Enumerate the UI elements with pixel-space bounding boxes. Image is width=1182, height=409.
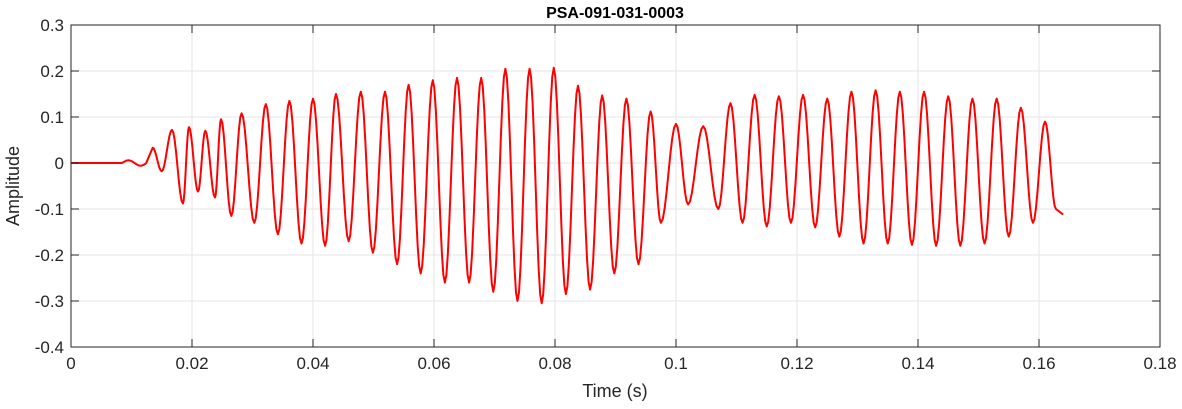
x-tick-label: 0.06: [417, 354, 450, 373]
plot-frame: [70, 24, 1161, 348]
x-axis-ticks: 0 0.02 0.04 0.06 0.08 0.1 0.12 0.14 0.16 0.18: [66, 25, 1177, 373]
x-tick-label: 0.04: [296, 354, 329, 373]
y-tick-label: 0.3: [40, 16, 64, 35]
y-tick-label: -0.4: [35, 338, 64, 357]
y-axis-label: Amplitude: [3, 146, 23, 226]
y-tick-label: -0.3: [35, 292, 64, 311]
x-tick-label: 0.08: [538, 354, 571, 373]
waveform-series: [71, 66, 1064, 305]
x-tick-label: 0.12: [780, 354, 813, 373]
x-tick-label: 0.16: [1022, 354, 1055, 373]
y-tick-label: -0.2: [35, 246, 64, 265]
y-axis-ticks: -0.4 -0.3 -0.2 -0.1 0 0.1 0.2 0.3: [35, 16, 1160, 357]
y-tick-label: 0.2: [40, 62, 64, 81]
chart-title: PSA-091-031-0003: [546, 5, 684, 22]
x-tick-label: 0.02: [175, 354, 208, 373]
x-tick-label: 0.14: [901, 354, 934, 373]
x-axis-label: Time (s): [582, 381, 647, 401]
y-tick-label: -0.1: [35, 200, 64, 219]
x-tick-label: 0.1: [664, 354, 688, 373]
y-tick-label: 0: [55, 154, 64, 173]
x-tick-label: 0: [66, 354, 75, 373]
waveform-line: [71, 66, 1064, 305]
x-tick-label: 0.18: [1143, 354, 1176, 373]
y-tick-label: 0.1: [40, 108, 64, 127]
